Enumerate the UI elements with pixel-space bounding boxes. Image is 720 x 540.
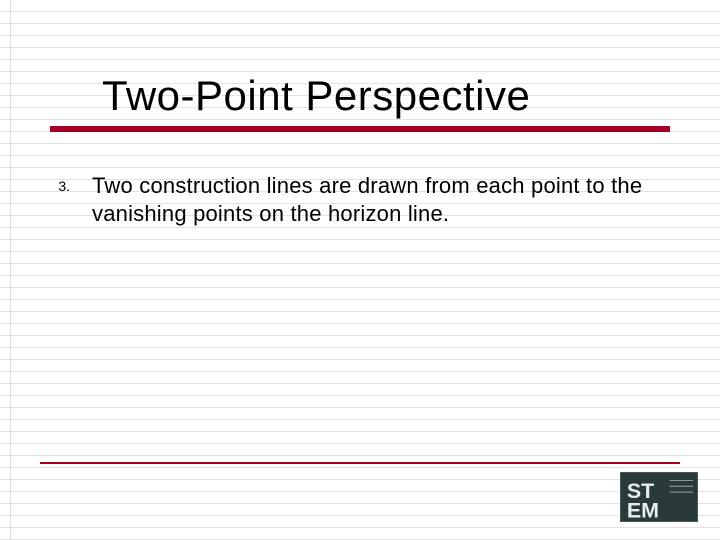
stem-logo-svg: ST EM: [621, 472, 697, 522]
body-block: 3. Two construction lines are drawn from…: [50, 172, 670, 227]
stem-logo: ST EM: [620, 472, 698, 522]
body-text: Two construction lines are drawn from ea…: [92, 172, 670, 227]
list-item-number: 3.: [50, 172, 70, 194]
slide: Two-Point Perspective 3. Two constructio…: [0, 0, 720, 540]
slide-title: Two-Point Perspective: [50, 72, 670, 124]
title-block: Two-Point Perspective: [50, 72, 670, 132]
title-underline: [50, 126, 670, 132]
svg-text:EM: EM: [627, 498, 659, 522]
left-margin-line: [10, 0, 11, 540]
footer-divider: [40, 462, 680, 464]
